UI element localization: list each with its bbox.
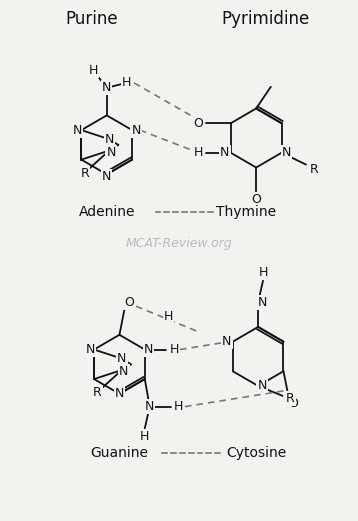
Text: N: N bbox=[220, 146, 229, 159]
Text: N: N bbox=[106, 146, 116, 159]
Text: Purine: Purine bbox=[66, 10, 118, 28]
Text: Thymine: Thymine bbox=[216, 205, 276, 219]
Text: N: N bbox=[105, 133, 114, 146]
Text: H: H bbox=[169, 343, 179, 356]
Text: N: N bbox=[257, 296, 267, 309]
Text: N: N bbox=[282, 146, 291, 159]
Text: N: N bbox=[144, 343, 153, 356]
Text: O: O bbox=[124, 296, 134, 309]
Text: MCAT-Review.org: MCAT-Review.org bbox=[126, 237, 232, 250]
Text: H: H bbox=[122, 77, 131, 90]
Text: H: H bbox=[258, 266, 268, 279]
Text: N: N bbox=[102, 170, 111, 183]
Text: H: H bbox=[194, 146, 203, 159]
Text: N: N bbox=[145, 400, 154, 413]
Text: O: O bbox=[288, 397, 298, 410]
Text: R: R bbox=[286, 392, 295, 405]
Text: R: R bbox=[81, 167, 89, 180]
Text: N: N bbox=[73, 123, 82, 137]
Text: Guanine: Guanine bbox=[91, 446, 149, 460]
Text: H: H bbox=[164, 309, 173, 322]
Text: N: N bbox=[115, 387, 124, 400]
Text: O: O bbox=[251, 193, 261, 206]
Text: O: O bbox=[194, 117, 203, 130]
Text: N: N bbox=[117, 352, 127, 365]
Text: N: N bbox=[131, 123, 141, 137]
Text: H: H bbox=[88, 64, 98, 77]
Text: N: N bbox=[222, 335, 232, 348]
Text: N: N bbox=[86, 343, 95, 356]
Text: N: N bbox=[119, 365, 129, 378]
Text: Pyrimidine: Pyrimidine bbox=[222, 10, 310, 28]
Text: Adenine: Adenine bbox=[78, 205, 135, 219]
Text: N: N bbox=[102, 81, 111, 94]
Text: H: H bbox=[173, 400, 183, 413]
Text: H: H bbox=[140, 430, 150, 443]
Text: R: R bbox=[93, 386, 102, 399]
Text: Cytosine: Cytosine bbox=[226, 446, 286, 460]
Text: R: R bbox=[309, 163, 318, 176]
Text: N: N bbox=[257, 379, 267, 392]
